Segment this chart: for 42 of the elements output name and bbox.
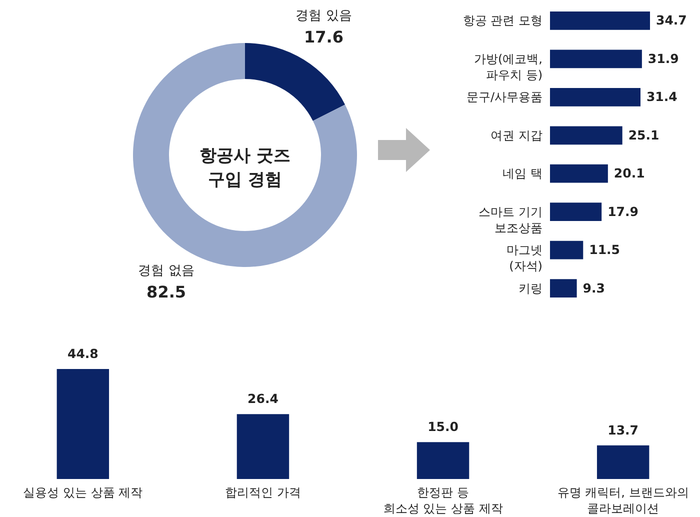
y-tick-label: 네임 택	[502, 166, 542, 181]
donut-slice	[245, 43, 346, 121]
data-label: 34.7	[656, 12, 687, 28]
bar	[56, 369, 110, 479]
bar	[550, 88, 640, 106]
y-tick-label: 항공 관련 모형	[462, 14, 542, 28]
data-label: 9.3	[582, 280, 605, 296]
y-tick-label: 키링	[518, 281, 542, 296]
x-tick-label: 한정판 등 희소성 있는 상품 제작	[383, 486, 503, 516]
y-tick-label: 문구/사무용품	[466, 90, 542, 104]
data-label: 15.0	[428, 419, 459, 434]
data-label: 20.1	[614, 166, 645, 181]
data-label: 17.6	[304, 27, 344, 46]
y-tick-label: 여권 지갑	[490, 128, 542, 142]
data-label: 31.9	[648, 50, 679, 66]
data-label: 25.1	[628, 127, 660, 142]
data-label: 17.9	[608, 204, 638, 219]
bar	[596, 445, 650, 479]
x-tick-label: 합리적인 가격	[225, 486, 301, 500]
bar	[550, 164, 608, 183]
bar	[550, 50, 642, 68]
data-label: 31.4	[646, 89, 678, 104]
bar	[550, 202, 602, 222]
y-tick-label: 스마트 기기 보조상품	[478, 204, 542, 235]
y-tick-label: 마그넷 (자석)	[506, 243, 542, 274]
slice-label: 경험 없음	[138, 264, 194, 279]
bar	[236, 414, 290, 479]
x-tick-label: 실용성 있는 상품 제작	[23, 486, 143, 500]
data-label: 11.5	[589, 242, 620, 258]
data-label: 13.7	[608, 422, 639, 438]
data-label: 26.4	[248, 391, 279, 406]
data-label: 44.8	[67, 346, 98, 361]
bar	[550, 240, 584, 260]
bar	[550, 279, 577, 298]
y-tick-label: 가방(에코백, 파우치 등)	[474, 52, 542, 82]
bar	[550, 12, 650, 30]
bar	[550, 126, 622, 145]
x-tick-label: 유명 캐릭터, 브랜드와의 콜라보레이션	[557, 486, 689, 516]
slice-label: 경험 있음	[296, 8, 352, 24]
bar	[416, 442, 470, 479]
text: 항공사 굿즈 구입 경험	[200, 146, 290, 190]
data-label: 82.5	[146, 282, 186, 302]
